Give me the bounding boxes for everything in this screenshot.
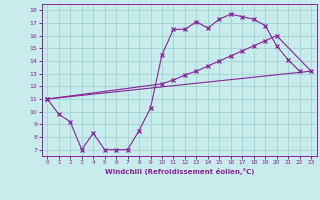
X-axis label: Windchill (Refroidissement éolien,°C): Windchill (Refroidissement éolien,°C) [105, 168, 254, 175]
